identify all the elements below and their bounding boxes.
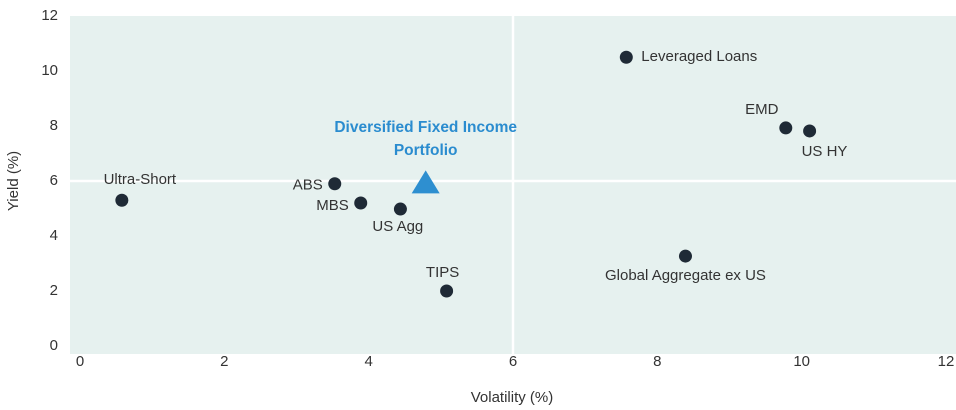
point-label: ABS xyxy=(293,177,323,194)
highlight-label: Diversified Fixed Income Portfolio xyxy=(334,119,517,160)
data-point xyxy=(619,50,633,64)
point-label: TIPS xyxy=(426,264,459,281)
y-axis-label: Yield (%) xyxy=(5,151,22,211)
y-tick-label: 6 xyxy=(50,172,58,189)
y-tick-label: 2 xyxy=(50,282,58,299)
point-label: Ultra-Short xyxy=(104,171,177,188)
data-point xyxy=(440,284,454,298)
data-point xyxy=(678,249,692,263)
x-tick-label: 12 xyxy=(938,353,955,370)
data-point xyxy=(803,124,817,138)
data-point xyxy=(354,196,368,210)
x-tick-label: 8 xyxy=(653,353,661,370)
y-tick-label: 8 xyxy=(50,117,58,134)
highlight-marker xyxy=(411,170,440,194)
point-label: Global Aggregate ex US xyxy=(605,267,766,284)
x-tick-label: 4 xyxy=(364,353,372,370)
x-tick-label: 0 xyxy=(76,353,84,370)
x-tick-label: 6 xyxy=(509,353,517,370)
y-tick-label: 4 xyxy=(50,227,58,244)
data-point xyxy=(779,121,793,135)
y-tick-label: 0 xyxy=(50,337,58,354)
point-label: US HY xyxy=(802,143,848,160)
data-point xyxy=(393,202,407,216)
point-label: Leveraged Loans xyxy=(641,48,757,65)
x-tick-label: 2 xyxy=(220,353,228,370)
y-tick-label: 10 xyxy=(41,62,58,79)
data-point xyxy=(328,177,342,191)
data-point xyxy=(115,193,129,207)
point-label: MBS xyxy=(316,197,349,214)
point-label: EMD xyxy=(745,101,779,118)
x-axis-label: Volatility (%) xyxy=(471,389,554,406)
point-label: US Agg xyxy=(372,218,423,235)
y-tick-label: 12 xyxy=(41,7,58,24)
x-tick-label: 10 xyxy=(793,353,810,370)
